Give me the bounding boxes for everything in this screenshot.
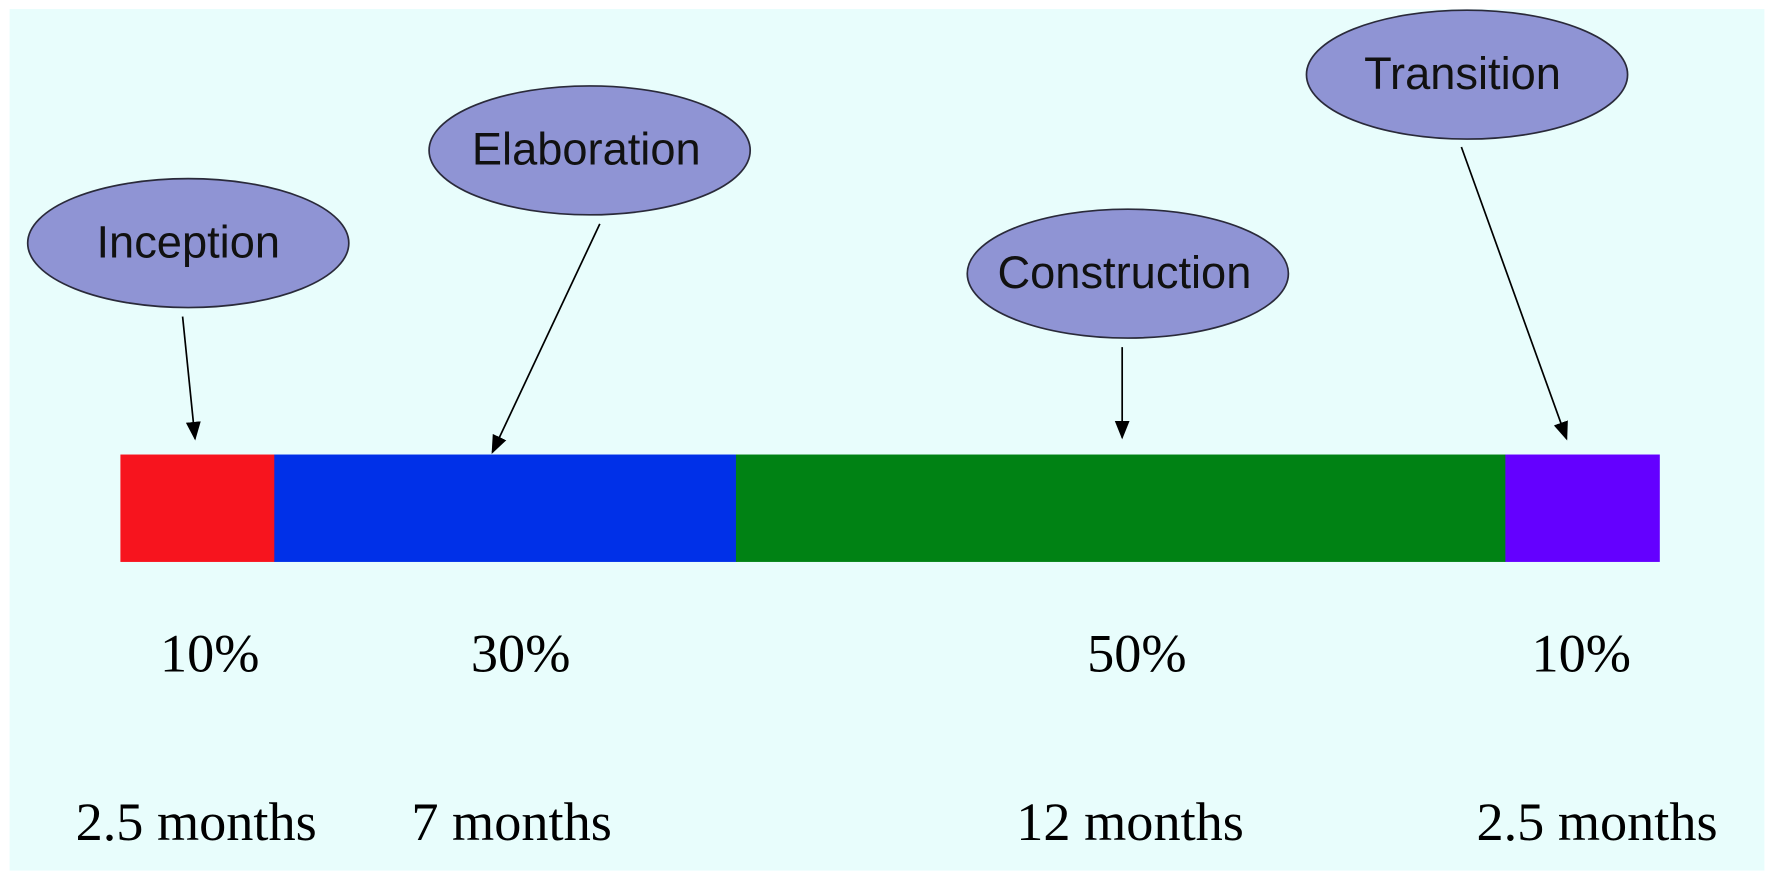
share-label: 50% [1087, 624, 1186, 684]
phase-name: Elaboration [472, 124, 701, 175]
duration-label: 12 months [1016, 792, 1244, 852]
phase-bubble [1305, 9, 1629, 140]
duration-label: 7 months [411, 792, 612, 852]
share-label: 10% [1531, 624, 1630, 684]
share-label: 30% [471, 624, 570, 684]
phase-segment [735, 454, 1506, 562]
phase-segment [1505, 454, 1660, 562]
phase-segment [120, 454, 275, 562]
phase-bar [120, 454, 1660, 562]
arrow [181, 316, 201, 441]
duration-label: 2.5 months [1476, 792, 1717, 852]
background [9, 9, 1765, 871]
share-label: 10% [160, 624, 259, 684]
phase-name: Inception [96, 216, 280, 267]
arrow [1460, 146, 1568, 441]
phase-name: Transition [1364, 48, 1561, 99]
phase-bubble [428, 85, 752, 216]
phase-segment [274, 454, 737, 562]
arrow [491, 223, 601, 454]
phase-bubble [966, 208, 1290, 339]
phase-bubble [26, 177, 350, 309]
phase-name: Construction [998, 247, 1252, 298]
duration-label: 2.5 months [76, 792, 317, 852]
